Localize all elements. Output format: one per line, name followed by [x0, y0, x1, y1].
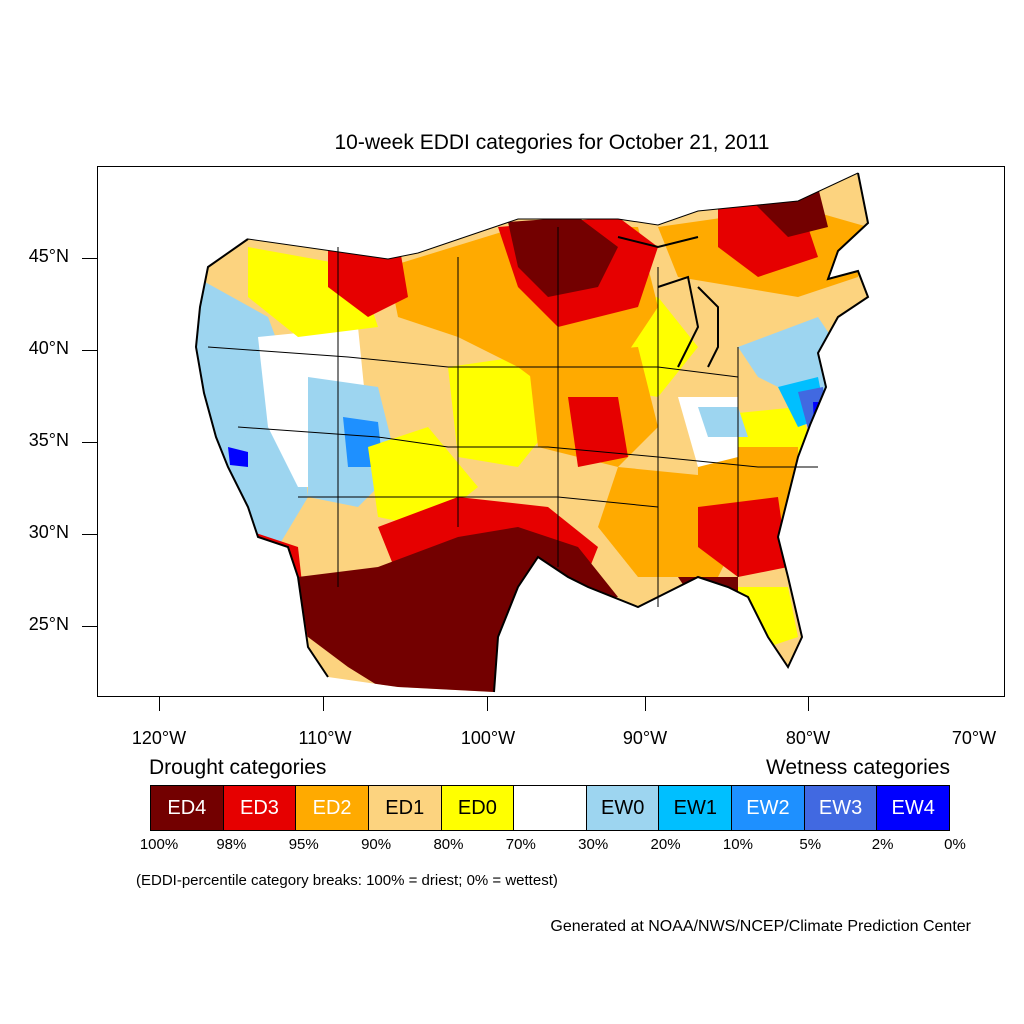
legend-break-label: 90%: [361, 836, 392, 853]
lon-tick-100: [487, 697, 488, 711]
legend-break-label: 0%: [944, 836, 966, 853]
legend-swatch-ew0: EW0: [586, 786, 660, 830]
legend-break-label: 30%: [578, 836, 609, 853]
legend-swatch-ed0: ED0: [441, 786, 515, 830]
lat-label-25: 25°N: [28, 614, 69, 634]
lon-label-80: 80°W: [785, 728, 831, 748]
eddi-field: [196, 173, 868, 692]
lat-tick-40: [82, 350, 97, 351]
breaks-note: (EDDI-percentile category breaks: 100% =…: [136, 872, 558, 889]
coastline: [194, 172, 870, 693]
legend-swatch-ew3: EW3: [804, 786, 878, 830]
lat-label-40: 40°N: [28, 338, 69, 358]
legend-swatch-ew1: EW1: [659, 786, 733, 830]
lat-tick-25: [82, 626, 97, 627]
lon-tick-120: [159, 697, 160, 711]
legend-swatch-ed4: ED4: [151, 786, 224, 830]
category-legend: ED4 ED3 ED2 ED1 ED0 EW0 EW1 EW2 EW3 EW4: [150, 785, 950, 831]
lat-label-30: 30°N: [28, 522, 69, 542]
credit-text: Generated at NOAA/NWS/NCEP/Climate Predi…: [550, 918, 971, 935]
lon-tick-80: [808, 697, 809, 711]
wetness-heading: Wetness categories: [765, 756, 950, 779]
lon-label-110: 110°W: [298, 728, 352, 748]
drought-heading: Drought categories: [149, 756, 327, 779]
state-boundaries: [207, 172, 859, 607]
legend-break-label: 100%: [139, 836, 179, 853]
map-title: 10-week EDDI categories for October 21, …: [334, 131, 770, 154]
legend-break-label: 5%: [799, 836, 822, 853]
legend-break-label: 95%: [288, 836, 319, 853]
eddi-map: [97, 166, 1005, 697]
legend-swatch-ed3: ED3: [223, 786, 297, 830]
legend-break-label: 70%: [505, 836, 536, 853]
lon-tick-90: [645, 697, 646, 711]
map-canvas: [194, 172, 870, 693]
legend-break-label: 10%: [722, 836, 753, 853]
legend-break-label: 98%: [216, 836, 247, 853]
lat-tick-45: [82, 258, 97, 259]
lat-label-35: 35°N: [28, 430, 69, 450]
legend-swatch-ew2: EW2: [732, 786, 805, 830]
lon-label-100: 100°W: [460, 728, 516, 748]
lon-label-70: 70°W: [951, 728, 997, 748]
legend-break-label: 2%: [871, 836, 894, 853]
legend-swatch-ew4: EW4: [877, 786, 950, 830]
legend-swatch-ed1: ED1: [368, 786, 442, 830]
lat-tick-30: [82, 534, 97, 535]
legend-swatch-ed2: ED2: [296, 786, 369, 830]
lon-label-120: 120°W: [131, 728, 187, 748]
legend-break-label: 20%: [650, 836, 681, 853]
lon-label-90: 90°W: [622, 728, 668, 748]
legend-swatch-neutral: [514, 786, 587, 830]
lat-tick-35: [82, 442, 97, 443]
lon-tick-110: [323, 697, 324, 711]
legend-break-label: 80%: [433, 836, 464, 853]
lat-label-45: 45°N: [28, 246, 69, 266]
